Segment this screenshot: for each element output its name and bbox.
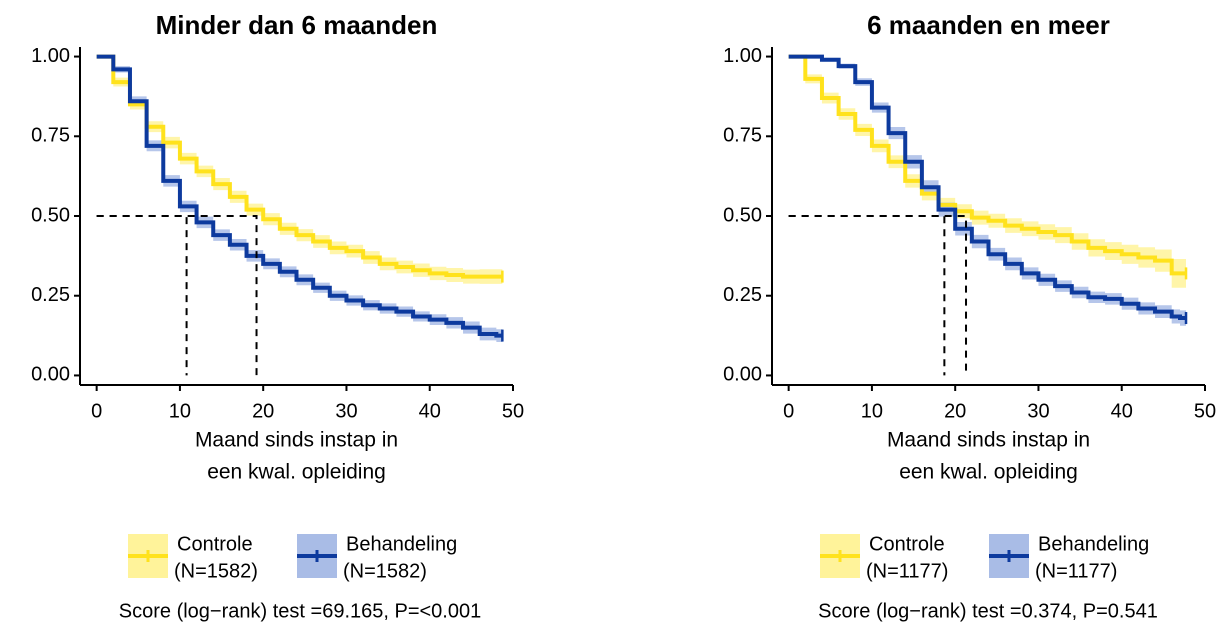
x-tick-label: 20 [252,400,274,422]
legend-label: Controle [869,533,945,555]
survival-curve [96,54,503,279]
survival-curve [788,54,1187,321]
x-tick-label: 20 [944,400,966,422]
x-tick-label: 50 [502,400,524,422]
chart-title: 6 maanden en meer [867,10,1110,40]
y-tick-label: 0.50 [31,204,70,226]
median-line [96,215,258,376]
y-tick-label: 0.25 [723,284,762,306]
x-axis-label: Maand sinds instap in [195,429,398,452]
y-tick-label: 1.00 [31,45,70,67]
footnote: Score (log−rank) test =69.165, P=<0.001 [119,600,481,622]
x-tick-label: 40 [419,400,441,422]
x-tick-label: 40 [1111,400,1133,422]
x-tick-label: 10 [169,400,191,422]
x-tick-label: 50 [1194,400,1216,422]
x-tick-label: 10 [861,400,883,422]
x-axis-label: een kwal. opleiding [899,461,1078,484]
y-tick-label: 0.25 [31,284,70,306]
legend-label: Controle [177,533,253,555]
confidence-band [96,56,503,284]
footnote: Score (log−rank) test =0.374, P=0.541 [818,600,1158,622]
x-axis-label: Maand sinds instap in [887,429,1090,452]
y-tick-label: 0.75 [723,125,762,147]
legend-n: (N=1582) [174,560,258,582]
median-line [788,215,968,376]
x-tick-label: 30 [335,400,357,422]
x-tick-label: 0 [783,400,794,422]
median-line [788,215,946,376]
survival-curve [788,54,1187,276]
x-tick-label: 0 [91,400,102,422]
survival-curve [96,54,503,338]
legend-n: (N=1582) [343,560,427,582]
legend-label: Behandeling [346,533,457,555]
legend-label: Behandeling [1038,533,1149,555]
x-axis-label: een kwal. opleiding [207,461,386,484]
legend-n: (N=1177) [1035,560,1117,582]
confidence-band [788,56,1187,288]
confidence-band [788,55,1187,326]
y-tick-label: 1.00 [723,45,762,67]
legend-n: (N=1177) [866,560,948,582]
x-tick-label: 30 [1027,400,1049,422]
y-tick-label: 0.50 [723,204,762,226]
chart-title: Minder dan 6 maanden [156,10,438,40]
confidence-band [96,56,503,342]
y-tick-label: 0.00 [723,364,762,386]
y-tick-label: 0.75 [31,125,70,147]
y-tick-label: 0.00 [31,364,70,386]
median-line [96,215,188,376]
